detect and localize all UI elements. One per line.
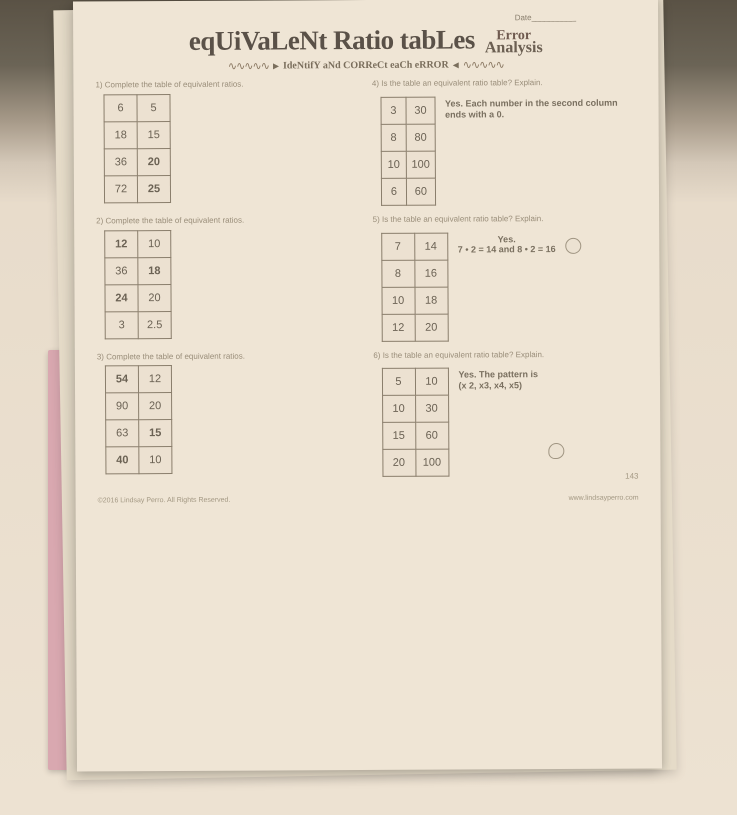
cell: 10 [381, 287, 414, 314]
cell: 18 [138, 257, 171, 284]
instruction-text: IdeNtifY aNd CORReCt eaCh eRROR [283, 59, 449, 71]
cell: 80 [406, 124, 434, 151]
cell: 8 [381, 124, 407, 151]
table-2: 1210 3618 2420 32.5 [104, 230, 172, 339]
cell: 20 [137, 148, 170, 175]
cell: 3 [380, 97, 406, 124]
cell: 15 [137, 121, 170, 148]
cell: 54 [105, 366, 138, 393]
cell: 18 [414, 287, 447, 314]
cell: 18 [104, 121, 137, 148]
prompt-2: 2) Complete the table of equivalent rati… [96, 216, 361, 226]
table-3: 5412 9020 6315 4010 [105, 365, 173, 474]
website: www.lindsayperro.com [569, 495, 639, 502]
cell: 100 [415, 449, 448, 476]
prompt-6: 6) Is the table an equivalent ratio tabl… [373, 350, 638, 360]
problem-6: 6) Is the table an equivalent ratio tabl… [373, 350, 638, 477]
cell: 12 [138, 366, 171, 393]
explain-5b: 7 • 2 = 14 and 8 • 2 = 16 [458, 244, 556, 255]
cell: 20 [382, 450, 415, 477]
cell: 8 [381, 260, 414, 287]
cell: 16 [414, 260, 447, 287]
cell: 10 [139, 447, 172, 474]
explain-4: Yes. Each number in the second column en… [445, 97, 637, 120]
cell: 36 [104, 148, 137, 175]
cell: 10 [138, 230, 171, 257]
subtitle-analysis: Analysis [485, 41, 543, 55]
cell: 12 [382, 314, 415, 341]
cell: 20 [139, 393, 172, 420]
worksheet-page: Date__________ eqUiVaLeNt Ratio tabLes E… [73, 0, 662, 772]
cell: 60 [407, 178, 435, 205]
cell: 6 [104, 94, 137, 121]
explain-6b: (x 2, x3, x4, x5) [458, 380, 538, 391]
cell: 5 [137, 94, 170, 121]
copyright: ©2016 Lindsay Perro. All Rights Reserved… [98, 497, 231, 505]
cell: 5 [382, 369, 415, 396]
prompt-3: 3) Complete the table of equivalent rati… [97, 352, 362, 362]
instruction-row: ∿∿∿∿∿ ▸ IdeNtifY aNd CORReCt eaCh eRROR … [95, 57, 636, 74]
cell: 100 [407, 151, 435, 178]
table-4: 330 880 10100 660 [380, 96, 436, 205]
cell: 72 [104, 175, 137, 202]
cell: 63 [106, 420, 139, 447]
explain-6a: Yes. The pattern is [458, 369, 538, 380]
cell: 7 [381, 233, 414, 260]
cell: 25 [137, 175, 170, 202]
footer: ©2016 Lindsay Perro. All Rights Reserved… [98, 495, 639, 505]
cell: 10 [382, 396, 415, 423]
problem-1: 1) Complete the table of equivalent rati… [95, 80, 360, 207]
prompt-1: 1) Complete the table of equivalent rati… [95, 80, 360, 90]
problem-2: 2) Complete the table of equivalent rati… [96, 216, 361, 343]
prompt-5: 5) Is the table an equivalent ratio tabl… [373, 214, 638, 224]
problem-5: 5) Is the table an equivalent ratio tabl… [373, 214, 638, 341]
main-title: eqUiVaLeNt Ratio tabLes [189, 24, 475, 56]
cell: 10 [381, 151, 407, 178]
cell: 30 [406, 97, 434, 124]
cell: 2.5 [138, 311, 171, 338]
wavy-left: ∿∿∿∿∿ [228, 59, 269, 72]
explain-5a: Yes. [458, 234, 556, 245]
problem-3: 3) Complete the table of equivalent rati… [97, 352, 362, 479]
answer-bubble-icon [566, 237, 582, 253]
arrow-right-icon: ▸ [273, 58, 279, 72]
cell: 30 [415, 395, 448, 422]
answer-bubble-icon [548, 443, 564, 459]
table-5: 714 816 1018 1220 [381, 232, 449, 341]
cell: 20 [415, 314, 448, 341]
cell: 3 [105, 311, 138, 338]
cell: 10 [415, 368, 448, 395]
arrow-left-icon: ◂ [453, 58, 459, 72]
cell: 20 [138, 284, 171, 311]
table-1: 65 1815 3620 7225 [103, 94, 171, 203]
cell: 36 [105, 257, 138, 284]
prompt-4: 4) Is the table an equivalent ratio tabl… [372, 79, 637, 89]
cell: 60 [415, 422, 448, 449]
cell: 12 [105, 230, 138, 257]
cell: 24 [105, 284, 138, 311]
problems-grid: 1) Complete the table of equivalent rati… [95, 79, 638, 479]
cell: 6 [381, 178, 407, 205]
date-field: Date__________ [95, 13, 576, 25]
title-row: eqUiVaLeNt Ratio tabLes Error Analysis [95, 24, 636, 58]
cell: 15 [139, 420, 172, 447]
table-6: 510 1030 1560 20100 [381, 368, 449, 477]
cell: 90 [106, 393, 139, 420]
wavy-right: ∿∿∿∿∿ [463, 58, 504, 71]
subtitle: Error Analysis [485, 30, 543, 56]
problem-4: 4) Is the table an equivalent ratio tabl… [372, 79, 637, 206]
cell: 40 [106, 447, 139, 474]
cell: 14 [414, 233, 447, 260]
cell: 15 [382, 423, 415, 450]
